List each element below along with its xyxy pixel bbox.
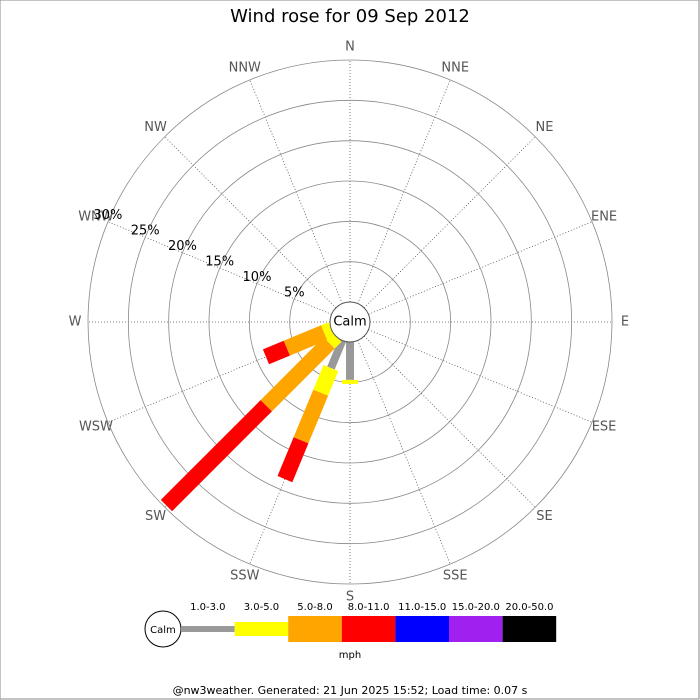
- ring: [87, 59, 613, 585]
- ring: [248, 220, 452, 424]
- bar-segment: [262, 340, 290, 365]
- legend-calm-label: Calm: [150, 625, 176, 636]
- legend-swatch: [502, 616, 557, 642]
- legend-label: 11.0-15.0: [398, 602, 446, 613]
- legend-label: 3.0-5.0: [244, 602, 279, 613]
- direction-label: NW: [144, 120, 167, 135]
- bar-segment: [327, 338, 346, 370]
- legend-swatch: [181, 626, 235, 632]
- ring: [127, 99, 573, 545]
- r-tick-label: 30%: [93, 208, 122, 223]
- r-tick-label: 20%: [168, 239, 197, 254]
- legend-label: 20.0-50.0: [505, 602, 553, 613]
- legend-swatch: [449, 616, 503, 642]
- direction-label: SSW: [230, 569, 260, 584]
- direction-label: NE: [535, 120, 553, 135]
- legend-swatch: [234, 622, 289, 636]
- direction-label: SE: [536, 509, 552, 524]
- r-tick-label: 15%: [205, 255, 234, 270]
- bar-segment: [283, 325, 328, 356]
- unit-label: mph: [339, 650, 361, 661]
- direction-label: SSE: [443, 569, 468, 584]
- chart-title: Wind rose for 09 Sep 2012: [230, 6, 470, 27]
- ring: [168, 140, 532, 504]
- direction-label: WNW: [78, 209, 114, 224]
- legend-label: 5.0-8.0: [297, 602, 332, 613]
- bar-segment: [346, 342, 354, 380]
- legend-label: 1.0-3.0: [190, 602, 225, 613]
- legend-swatch: [395, 616, 449, 642]
- bar-segment: [342, 379, 358, 384]
- footer: @nw3weather. Generated: 21 Jun 2025 15:5…: [173, 684, 528, 697]
- bar-segment: [293, 389, 329, 444]
- direction-label: ENE: [591, 209, 617, 224]
- legend-swatch: [341, 616, 396, 642]
- direction-label: ESE: [592, 420, 617, 435]
- r-tick-label: 10%: [243, 270, 272, 285]
- r-tick-label: 5%: [284, 285, 305, 300]
- direction-label: W: [69, 315, 82, 330]
- legend-label: 15.0-20.0: [452, 602, 500, 613]
- bar-segment: [260, 337, 335, 412]
- direction-label: N: [345, 40, 355, 55]
- bar-segment: [160, 400, 272, 512]
- direction-label: E: [621, 315, 629, 330]
- bar-segment: [313, 365, 339, 396]
- bar-segment: [277, 437, 309, 483]
- direction-label: WSW: [79, 420, 113, 435]
- bar-segment: [321, 322, 335, 341]
- ring: [208, 180, 492, 464]
- direction-label: NNW: [229, 60, 261, 75]
- calm-circle: [329, 301, 371, 343]
- r-tick-label: 25%: [131, 224, 160, 239]
- legend-swatch: [288, 616, 342, 642]
- direction-label: S: [346, 590, 354, 605]
- direction-label: SW: [145, 509, 166, 524]
- calm-label: Calm: [333, 315, 366, 330]
- direction-label: NNE: [441, 60, 469, 75]
- legend-label: 8.0-11.0: [348, 602, 390, 613]
